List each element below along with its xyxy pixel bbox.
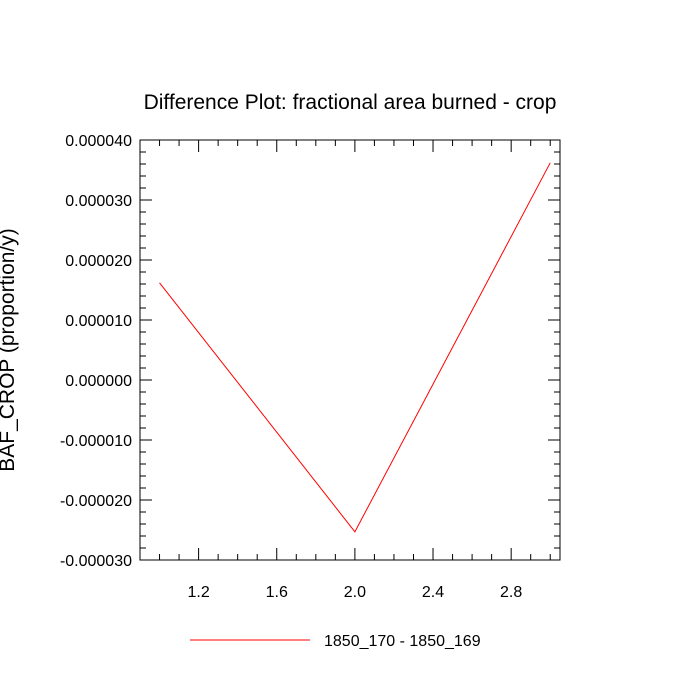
y-tick-label: 0.000010 [65, 313, 132, 330]
legend: 1850_170 - 1850_169 [190, 633, 481, 650]
plot-frame [139, 139, 561, 561]
x-tick-label: 2.8 [500, 584, 522, 601]
y-tick-label: -0.000030 [60, 553, 132, 570]
y-tick-label: -0.000010 [60, 433, 132, 450]
y-tick-label: 0.000030 [65, 193, 132, 210]
x-tick-label: 2.4 [422, 584, 444, 601]
tick-labels: 1.2 1.6 2.0 2.4 2.8 0.000040 0.000030 0.000020 0… [60, 133, 522, 601]
legend-label: 1850_170 - 1850_169 [324, 633, 481, 650]
x-tick-label: 1.6 [266, 584, 288, 601]
chart-title: Difference Plot: fractional area burned … [144, 91, 557, 114]
x-tick-label: 2.0 [344, 584, 366, 601]
y-tick-label: 0.000020 [65, 253, 132, 270]
y-axis-label: BAF_CROP (proportion/y) [0, 228, 19, 472]
series-line [159, 162, 551, 533]
series-layer [159, 162, 551, 533]
x-tick-label: 1.2 [187, 584, 209, 601]
y-tick-label: 0.000040 [65, 133, 132, 150]
axis-ticks [139, 139, 560, 561]
y-tick-label: 0.000000 [65, 373, 132, 390]
y-tick-label: -0.000020 [60, 493, 132, 510]
